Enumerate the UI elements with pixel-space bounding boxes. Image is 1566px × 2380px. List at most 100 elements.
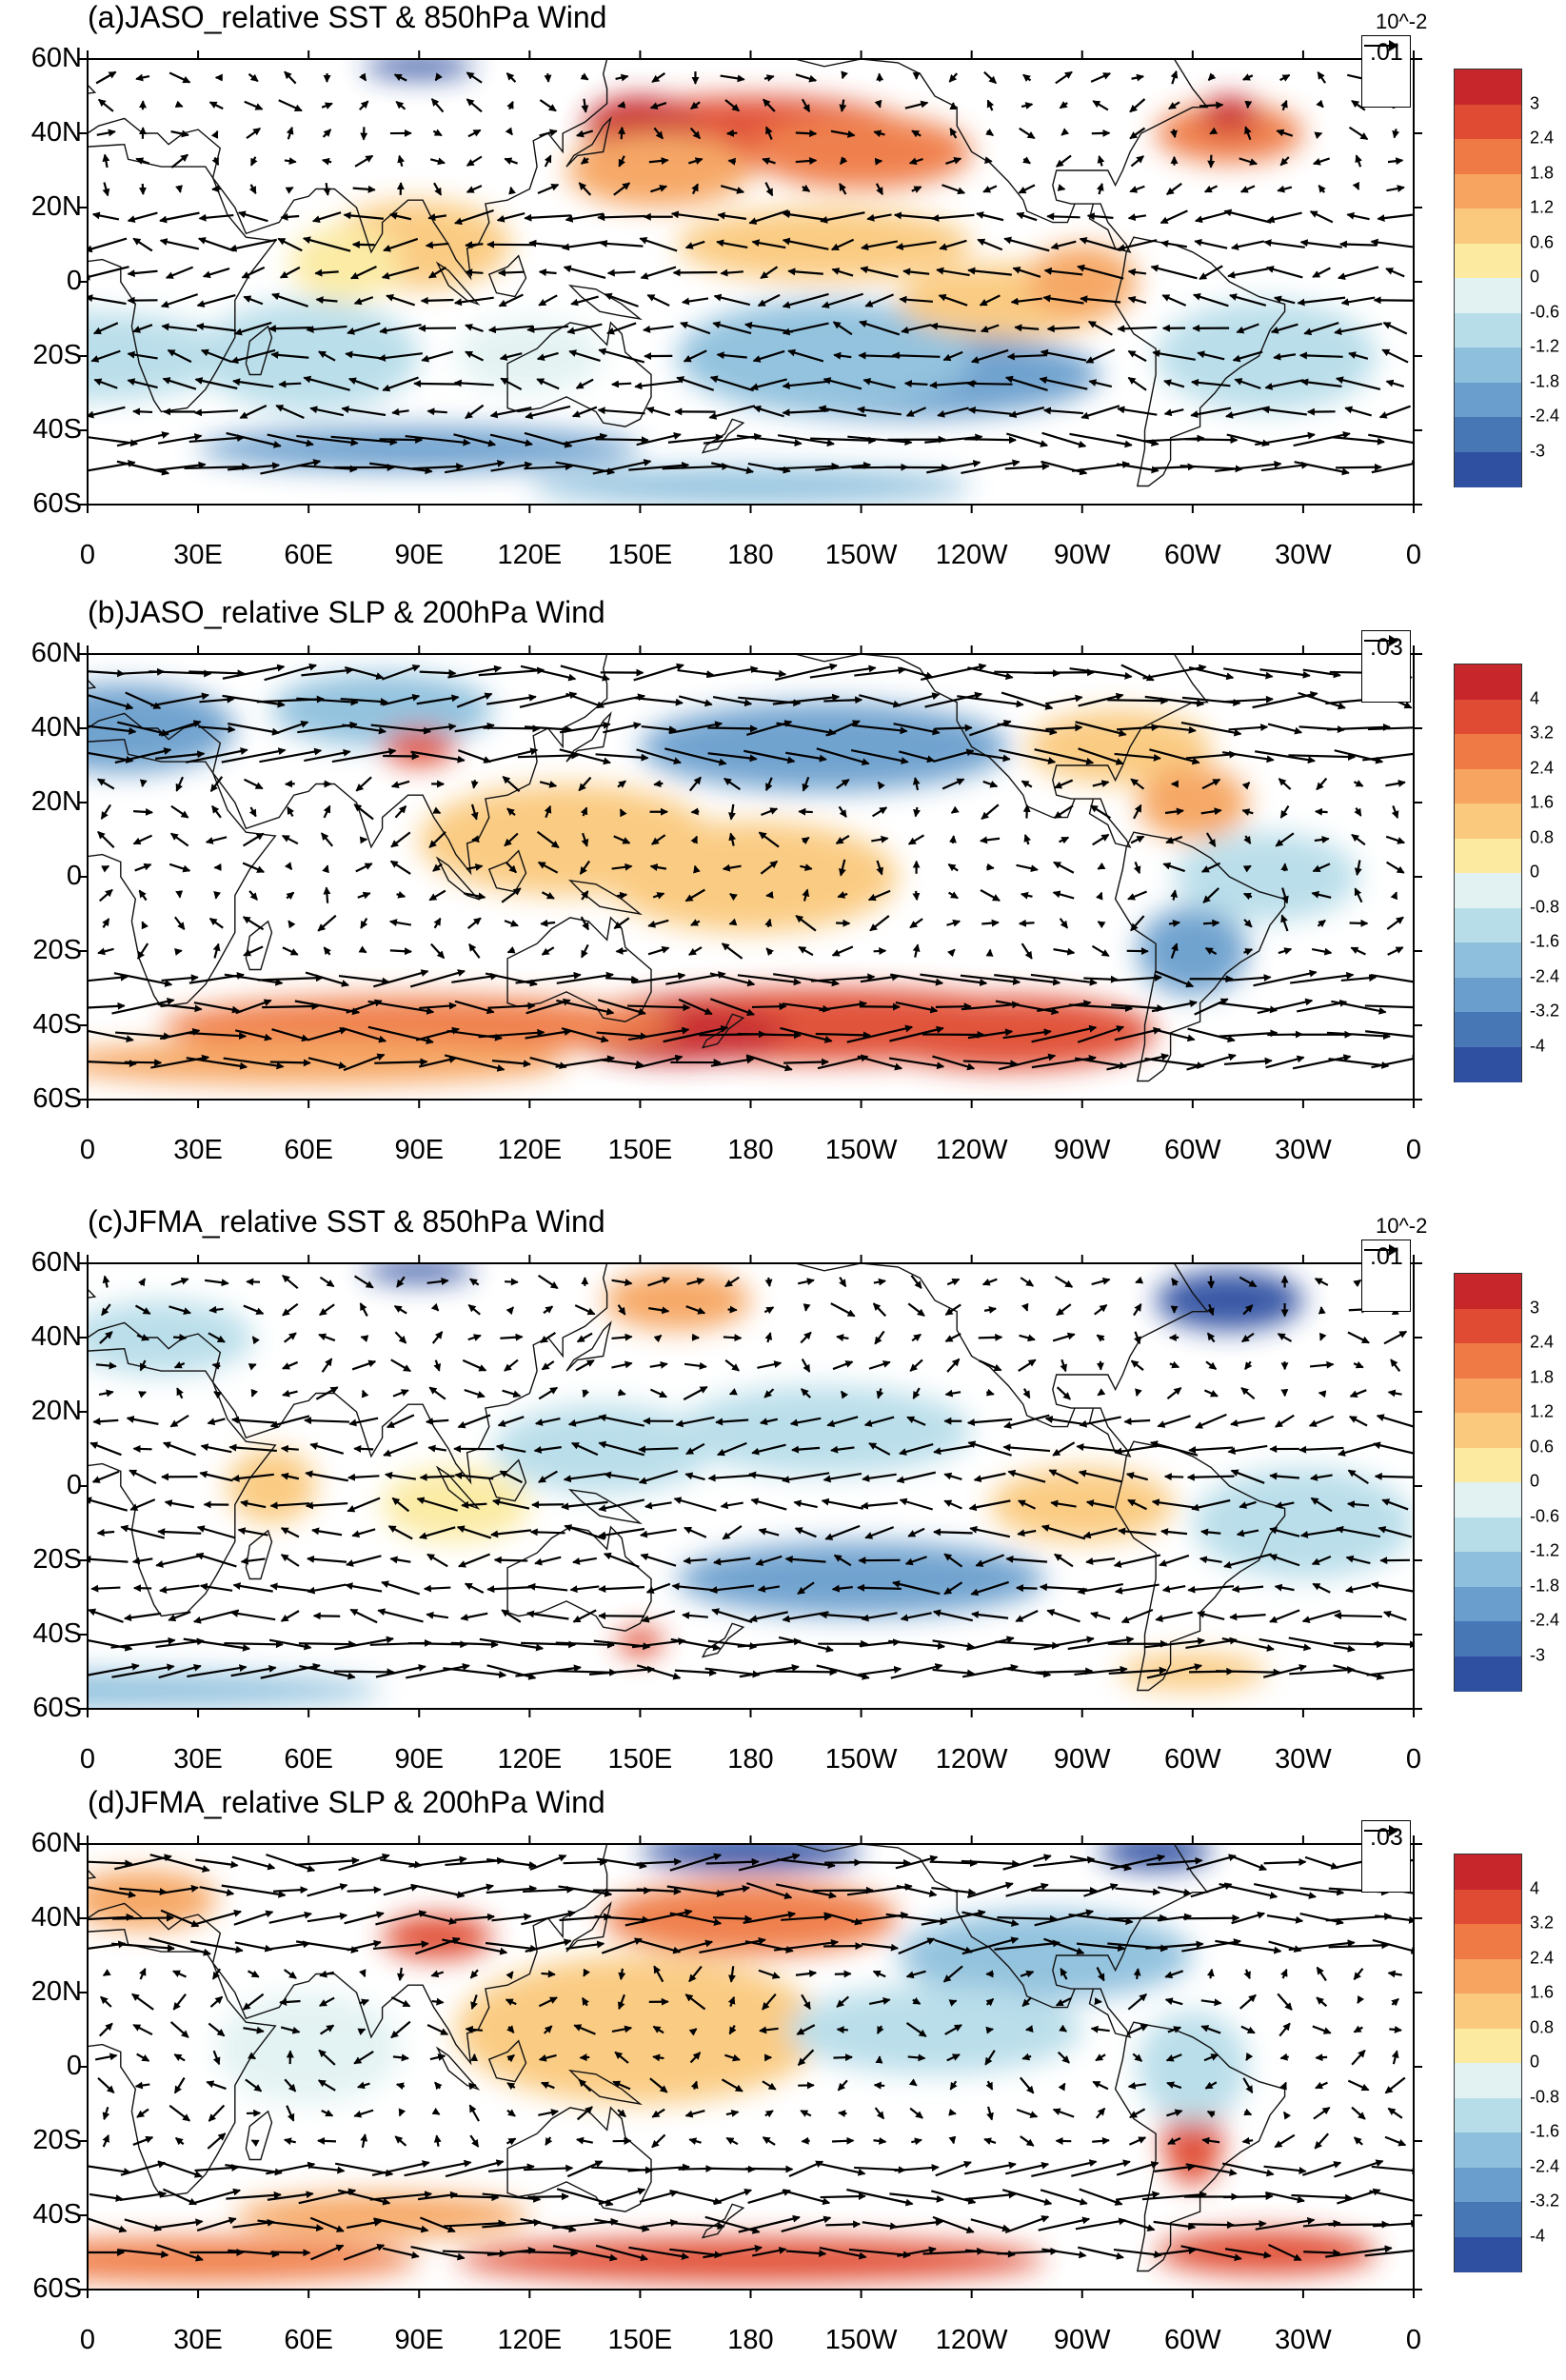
colorbar-label: 3 — [1530, 93, 1540, 112]
colorbar-segment — [1455, 2202, 1521, 2237]
wind-arrow — [832, 321, 853, 336]
wind-arrow — [1004, 375, 1048, 392]
wind-arrow — [395, 100, 406, 110]
wind-arrow — [795, 73, 818, 83]
wind-arrow — [859, 694, 902, 708]
wind-arrow — [859, 320, 901, 336]
field-anomaly-region — [1156, 1270, 1303, 1331]
lat-tick-label: 20N — [30, 786, 82, 817]
wind-arrow — [815, 461, 872, 471]
wind-arrow — [132, 407, 153, 416]
wind-vectors — [88, 69, 1414, 476]
lat-tick-label: 0 — [66, 2051, 82, 2081]
field-anomaly-region — [228, 1449, 316, 1523]
wind-arrow — [873, 129, 885, 138]
wind-arrow — [1207, 72, 1217, 81]
wind-arrow — [1117, 406, 1158, 416]
wind-arrow — [1222, 695, 1274, 704]
coastline-namerica — [794, 654, 1209, 848]
wind-arrow — [830, 129, 856, 138]
wind-arrow — [1033, 668, 1096, 677]
wind-arrow — [1385, 379, 1405, 388]
colorbar-segment — [1455, 1586, 1521, 1622]
colorbar-segment — [1455, 417, 1521, 452]
colorbar-label: -3 — [1530, 441, 1546, 460]
wind-arrow — [159, 238, 200, 250]
colorbar-label: -2.4 — [1530, 1610, 1560, 1630]
colorbar-segment — [1455, 243, 1521, 279]
wind-arrow — [246, 128, 262, 139]
wind-arrow — [966, 379, 1013, 387]
wind-arrow — [224, 1640, 284, 1649]
wind-arrow — [487, 325, 534, 334]
wind-arrow — [228, 723, 281, 736]
wind-arrow — [836, 2026, 848, 2034]
wind-arrow — [874, 99, 882, 109]
wind-arrow — [709, 375, 754, 392]
wind-arrow — [610, 380, 632, 388]
wind-arrow — [823, 696, 863, 704]
wind-arrow — [1168, 101, 1180, 110]
colorbar-label: 0.8 — [1530, 2017, 1555, 2036]
wind-arrow — [500, 1333, 524, 1341]
lon-tick-label: 30E — [173, 1744, 223, 1775]
wind-arrow — [787, 348, 824, 363]
wind-arrow — [280, 212, 300, 221]
wind-arrow — [466, 98, 483, 113]
wind-arrow — [1184, 436, 1239, 445]
wind-arrow — [901, 324, 932, 334]
wind-arrow — [677, 668, 715, 679]
wind-arrow — [536, 351, 559, 362]
lon-tick-label: 120W — [935, 1744, 1008, 1775]
wind-arrow — [641, 724, 677, 734]
wind-arrow — [359, 836, 368, 844]
wind-arrow — [297, 464, 358, 473]
wind-arrow — [1315, 2053, 1328, 2062]
lon-tick-label: 90W — [1053, 1135, 1111, 1165]
colorbar-label: 1.2 — [1530, 1401, 1555, 1421]
colorbar-segment — [1455, 208, 1521, 244]
wind-arrow — [213, 891, 222, 900]
wind-arrow — [232, 378, 274, 388]
wind-arrow — [228, 462, 281, 471]
wind-arrow — [1008, 407, 1045, 419]
wind-arrow — [604, 292, 639, 307]
wind-arrow — [1303, 321, 1339, 336]
wind-arrow — [353, 1444, 374, 1453]
panel-c: (c)JFMA_relative SST & 850hPa Wind 10^-2… — [0, 1204, 1566, 1799]
wind-arrow — [977, 238, 1003, 251]
wind-arrow — [430, 98, 445, 113]
colorbar-segment — [1455, 312, 1521, 348]
lat-tick-label: 60S — [32, 488, 82, 519]
lon-tick-label: 150E — [607, 2325, 673, 2355]
wind-arrow — [764, 182, 774, 197]
wind-arrow — [211, 156, 220, 166]
wind-arrow — [540, 919, 556, 927]
wind-arrow — [453, 379, 494, 387]
wind-arrow — [861, 240, 899, 251]
wind-arrow — [341, 406, 387, 417]
wind-arrow — [420, 296, 454, 305]
wind-arrow — [1242, 73, 1254, 81]
wind-arrow — [161, 323, 198, 332]
wind-arrow — [296, 434, 359, 446]
wind-arrow — [322, 129, 332, 138]
wind-arrow — [1276, 129, 1294, 137]
wind-arrow — [1267, 723, 1303, 735]
coastline-sumatra — [435, 856, 481, 901]
wind-arrow — [857, 406, 902, 416]
wind-arrow — [343, 211, 384, 220]
wind-arrow — [830, 238, 855, 251]
wind-arrow — [645, 407, 671, 417]
lon-tick-label: 60W — [1164, 540, 1221, 570]
wind-arrow — [1334, 322, 1382, 336]
wind-arrow — [141, 921, 149, 930]
wind-arrow — [1370, 238, 1414, 248]
wind-arrow — [763, 74, 775, 82]
wind-arrow — [1232, 350, 1263, 363]
wind-arrow — [1312, 157, 1330, 166]
lon-tick-label: 150W — [824, 1744, 898, 1775]
wind-arrow — [1223, 2192, 1274, 2201]
wind-arrow — [430, 1302, 440, 1312]
wind-arrow — [298, 1640, 357, 1649]
